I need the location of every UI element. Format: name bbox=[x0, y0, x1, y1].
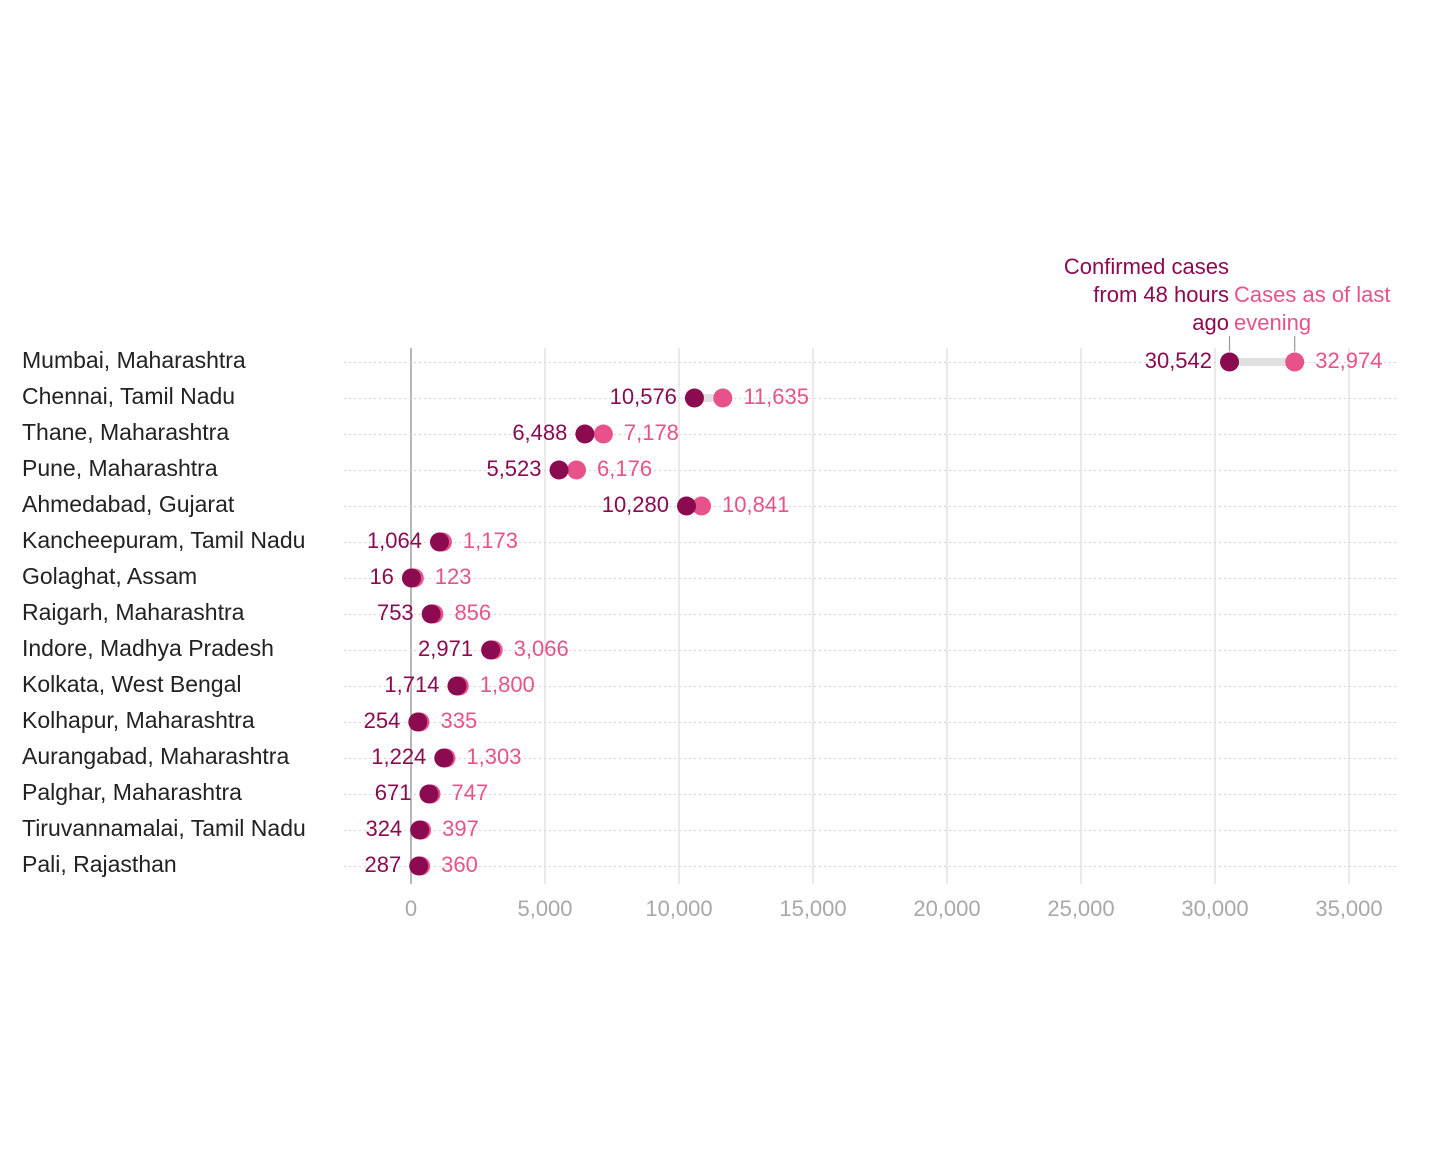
latest-value-label: 747 bbox=[452, 780, 489, 805]
latest-value-label: 3,066 bbox=[514, 636, 569, 661]
row-label: Ahmedabad, Gujarat bbox=[22, 491, 235, 517]
previous-value-label: 324 bbox=[365, 816, 402, 841]
x-tick-label: 35,000 bbox=[1315, 896, 1382, 921]
x-tick-label: 15,000 bbox=[779, 896, 846, 921]
row-label: Kolkata, West Bengal bbox=[22, 671, 241, 697]
previous-dot bbox=[447, 676, 467, 696]
previous-dot bbox=[410, 820, 430, 840]
row-4: Ahmedabad, Gujarat 10,280 10,841 bbox=[22, 491, 1398, 517]
previous-value-label: 30,542 bbox=[1145, 348, 1212, 373]
previous-value-label: 2,971 bbox=[418, 636, 473, 661]
latest-value-label: 11,635 bbox=[743, 384, 809, 409]
previous-value-label: 1,064 bbox=[367, 528, 422, 553]
row-label: Indore, Madhya Pradesh bbox=[22, 635, 274, 661]
row-14: Pali, Rajasthan 287 360 bbox=[22, 851, 1398, 877]
previous-value-label: 10,280 bbox=[602, 492, 669, 517]
previous-value-label: 1,714 bbox=[384, 672, 439, 697]
latest-dot bbox=[567, 460, 587, 480]
latest-value-label: 32,974 bbox=[1315, 348, 1382, 373]
previous-dot bbox=[408, 712, 428, 732]
x-tick-label: 0 bbox=[405, 896, 417, 921]
x-tick-label: 10,000 bbox=[645, 896, 712, 921]
x-tick-label: 20,000 bbox=[913, 896, 980, 921]
legend-latest-line: Cases as of last bbox=[1234, 282, 1391, 307]
row-0: Mumbai, Maharashtra 30,542 32,974 bbox=[22, 347, 1398, 373]
previous-dot bbox=[419, 784, 439, 804]
previous-dot bbox=[575, 424, 595, 444]
previous-value-label: 5,523 bbox=[486, 456, 541, 481]
row-label: Palghar, Maharashtra bbox=[22, 779, 242, 805]
latest-value-label: 6,176 bbox=[597, 456, 652, 481]
latest-value-label: 10,841 bbox=[722, 492, 789, 517]
previous-value-label: 254 bbox=[364, 708, 401, 733]
row-5: Kancheepuram, Tamil Nadu 1,064 1,173 bbox=[22, 527, 1398, 553]
latest-value-label: 856 bbox=[454, 600, 491, 625]
latest-dot bbox=[713, 388, 733, 408]
latest-value-label: 7,178 bbox=[624, 420, 679, 445]
row-label: Chennai, Tamil Nadu bbox=[22, 383, 235, 409]
latest-value-label: 123 bbox=[435, 564, 472, 589]
legend-latest-line: evening bbox=[1234, 310, 1311, 335]
row-2: Thane, Maharashtra 6,488 7,178 bbox=[22, 419, 1398, 445]
row-10: Kolhapur, Maharashtra 254 335 bbox=[22, 707, 1398, 733]
rows-layer: Mumbai, Maharashtra 30,542 32,974 Chennai, … bbox=[22, 347, 1398, 877]
latest-value-label: 335 bbox=[440, 708, 477, 733]
row-label: Aurangabad, Maharashtra bbox=[22, 743, 289, 769]
x-tick-label: 5,000 bbox=[517, 896, 572, 921]
legend-previous-line: from 48 hours bbox=[1093, 282, 1229, 307]
row-9: Kolkata, West Bengal 1,714 1,800 bbox=[22, 671, 1398, 697]
previous-dot bbox=[434, 748, 454, 768]
legend-previous-line: Confirmed cases bbox=[1064, 254, 1229, 279]
previous-dot bbox=[481, 640, 501, 660]
previous-dot bbox=[421, 604, 441, 624]
previous-dot bbox=[684, 388, 704, 408]
latest-dot bbox=[692, 496, 712, 516]
latest-value-label: 397 bbox=[442, 816, 479, 841]
previous-dot bbox=[677, 496, 697, 516]
previous-value-label: 16 bbox=[369, 564, 393, 589]
row-13: Tiruvannamalai, Tamil Nadu 324 397 bbox=[22, 815, 1398, 841]
row-11: Aurangabad, Maharashtra 1,224 1,303 bbox=[22, 743, 1398, 769]
previous-dot bbox=[549, 460, 569, 480]
x-tick-label: 25,000 bbox=[1047, 896, 1114, 921]
previous-dot bbox=[1220, 352, 1240, 372]
row-label: Kolhapur, Maharashtra bbox=[22, 707, 255, 733]
previous-value-label: 1,224 bbox=[371, 744, 426, 769]
latest-dot bbox=[1285, 352, 1305, 372]
row-8: Indore, Madhya Pradesh 2,971 3,066 bbox=[22, 635, 1398, 661]
latest-dot bbox=[593, 424, 613, 444]
latest-value-label: 360 bbox=[441, 852, 478, 877]
previous-value-label: 287 bbox=[364, 852, 401, 877]
row-12: Palghar, Maharashtra 671 747 bbox=[22, 779, 1398, 805]
previous-value-label: 753 bbox=[377, 600, 414, 625]
previous-value-label: 10,576 bbox=[610, 384, 677, 409]
previous-dot bbox=[401, 568, 421, 588]
grid-layer bbox=[410, 348, 1350, 884]
row-label: Raigarh, Maharashtra bbox=[22, 599, 245, 625]
latest-value-label: 1,173 bbox=[463, 528, 518, 553]
row-label: Kancheepuram, Tamil Nadu bbox=[22, 527, 305, 553]
latest-value-label: 1,800 bbox=[480, 672, 535, 697]
previous-dot bbox=[430, 532, 450, 552]
previous-value-label: 671 bbox=[375, 780, 412, 805]
legend-previous-line: ago bbox=[1192, 310, 1229, 335]
row-label: Mumbai, Maharashtra bbox=[22, 347, 246, 373]
row-label: Pune, Maharashtra bbox=[22, 455, 218, 481]
row-3: Pune, Maharashtra 5,523 6,176 bbox=[22, 455, 1398, 481]
row-label: Pali, Rajasthan bbox=[22, 851, 177, 877]
row-6: Golaghat, Assam 16 123 bbox=[22, 563, 1398, 589]
previous-dot bbox=[409, 856, 429, 876]
row-label: Golaghat, Assam bbox=[22, 563, 197, 589]
previous-value-label: 6,488 bbox=[512, 420, 567, 445]
row-1: Chennai, Tamil Nadu 10,576 11,635 bbox=[22, 383, 1398, 409]
x-axis: 0 5,000 10,000 15,000 20,000 25,000 30,000 35,0… bbox=[405, 896, 1383, 921]
row-label: Tiruvannamalai, Tamil Nadu bbox=[22, 815, 306, 841]
latest-value-label: 1,303 bbox=[466, 744, 521, 769]
row-label: Thane, Maharashtra bbox=[22, 419, 229, 445]
x-tick-label: 30,000 bbox=[1181, 896, 1248, 921]
row-7: Raigarh, Maharashtra 753 856 bbox=[22, 599, 1398, 625]
